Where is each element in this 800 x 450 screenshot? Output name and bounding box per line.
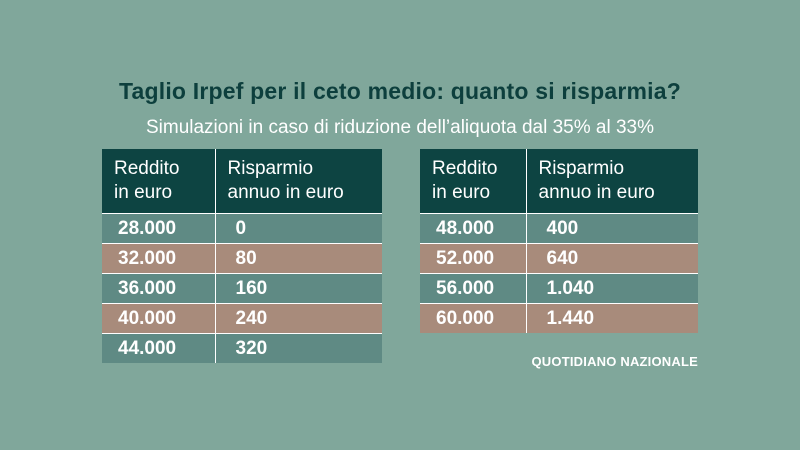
income-cell: 60.000 — [420, 303, 527, 333]
column-header-saving-line2: annuo in euro — [227, 182, 344, 203]
table-row: 32.000 80 — [102, 243, 382, 274]
table-row: 48.000 400 — [420, 213, 698, 244]
saving-cell: 80 — [215, 243, 382, 274]
saving-cell: 160 — [215, 273, 382, 304]
saving-cell: 400 — [526, 213, 698, 244]
column-header-income-line2: in euro — [432, 182, 491, 203]
source-credit: QUOTIDIANO NAZIONALE — [531, 354, 698, 369]
income-cell: 36.000 — [102, 273, 216, 304]
column-header-income: Reddito in euro — [102, 149, 216, 214]
income-cell: 28.000 — [102, 213, 216, 244]
saving-cell: 1.440 — [526, 303, 698, 333]
table-row: 44.000 320 — [102, 333, 382, 363]
saving-cell: 320 — [215, 333, 382, 363]
saving-cell: 1.040 — [526, 273, 698, 304]
income-cell: 32.000 — [102, 243, 216, 274]
table-header-row: Reddito in euro Risparmio annuo in euro — [420, 149, 698, 214]
table-row: 60.000 1.440 — [420, 303, 698, 333]
column-header-income-line2: in euro — [114, 182, 173, 203]
page-subtitle: Simulazioni in caso di riduzione dell’al… — [145, 117, 655, 138]
column-header-saving: Risparmio annuo in euro — [526, 149, 698, 214]
table-row: 56.000 1.040 — [420, 273, 698, 304]
table-row: 52.000 640 — [420, 243, 698, 274]
income-cell: 52.000 — [420, 243, 527, 274]
column-header-saving-line1: Risparmio — [227, 158, 314, 179]
table-left: Reddito in euro Risparmio annuo in euro … — [102, 149, 382, 363]
column-header-income-line1: Reddito — [114, 158, 180, 179]
table-row: 40.000 240 — [102, 303, 382, 334]
saving-cell: 640 — [526, 243, 698, 274]
column-header-income: Reddito in euro — [420, 149, 527, 214]
table-row: 28.000 0 — [102, 213, 382, 244]
income-cell: 48.000 — [420, 213, 527, 244]
column-header-saving: Risparmio annuo in euro — [215, 149, 382, 214]
table-row: 36.000 160 — [102, 273, 382, 304]
saving-cell: 0 — [215, 213, 382, 244]
income-cell: 44.000 — [102, 333, 216, 363]
income-cell: 56.000 — [420, 273, 527, 304]
table-header-row: Reddito in euro Risparmio annuo in euro — [102, 149, 382, 214]
column-header-income-line1: Reddito — [432, 158, 498, 179]
table-right: Reddito in euro Risparmio annuo in euro … — [420, 149, 698, 333]
saving-cell: 240 — [215, 303, 382, 334]
page-title: Taglio Irpef per il ceto medio: quanto s… — [118, 78, 682, 104]
column-header-saving-line1: Risparmio — [538, 158, 625, 179]
column-header-saving-line2: annuo in euro — [538, 182, 655, 203]
income-cell: 40.000 — [102, 303, 216, 334]
